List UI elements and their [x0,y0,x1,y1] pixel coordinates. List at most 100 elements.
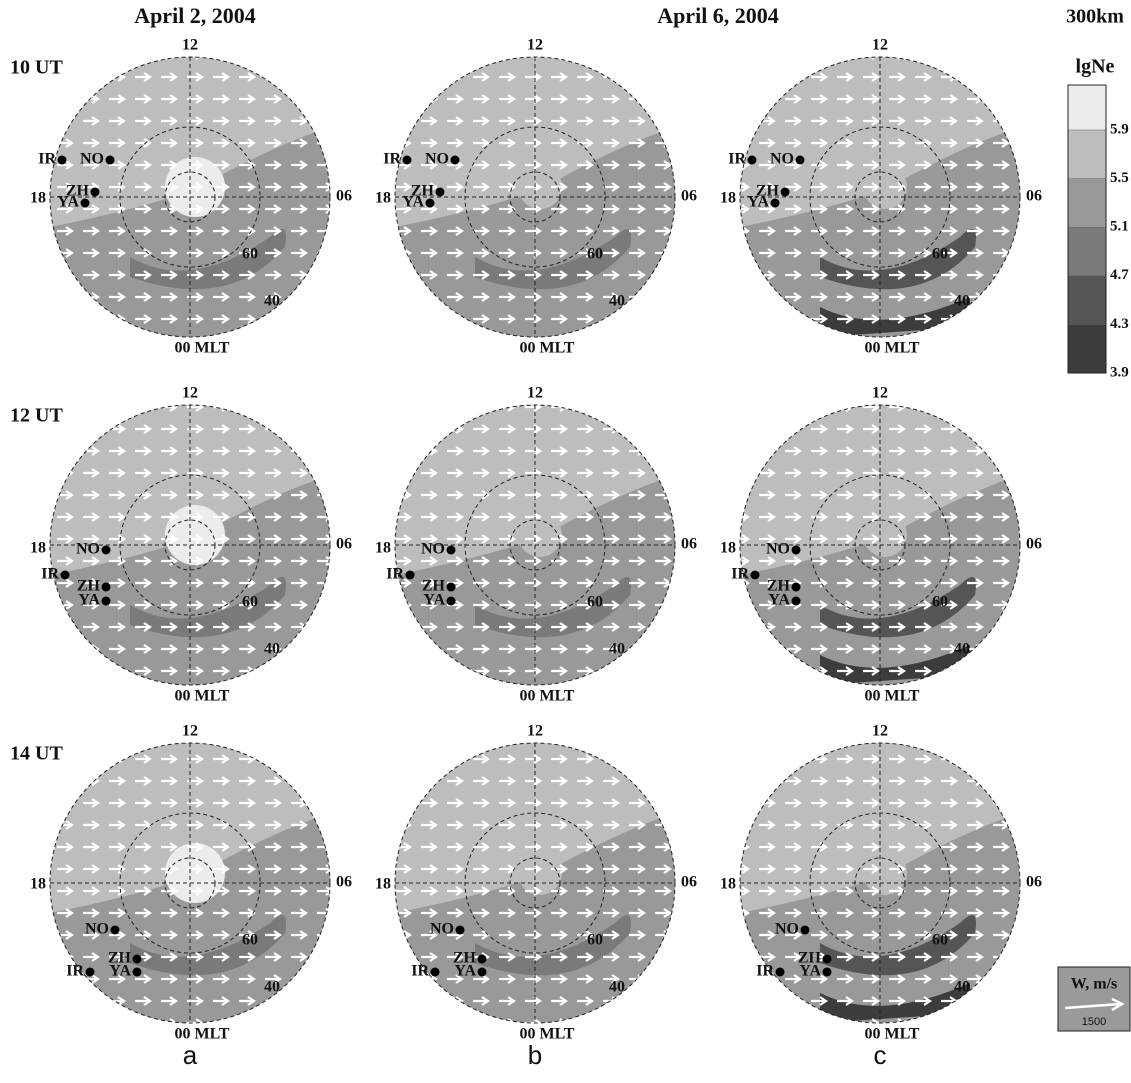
lat-label: 60 [932,594,948,611]
colorbar-tick-label: 5.5 [1110,170,1129,186]
station-dot [91,188,100,197]
lat-label: 40 [954,641,970,658]
station-dot [478,955,487,964]
lat-label: 60 [242,594,258,611]
station-dot [81,199,90,208]
lat-label: 40 [954,293,970,310]
mlt-label: 12 [182,37,198,54]
station-label: IR [728,151,746,168]
mlt-label: 00 MLT [175,340,230,357]
station-dot [823,968,832,977]
station-dot [447,546,456,555]
station-dot [61,571,70,580]
station-dot [406,571,415,580]
station-label: IR [383,151,401,168]
mlt-label: 18 [375,540,391,557]
mlt-label: 12 [527,385,543,402]
mlt-label: 12 [872,385,888,402]
lat-label: 40 [609,293,625,310]
mlt-label: 12 [872,723,888,740]
station-dot [776,968,785,977]
station-label: YA [799,963,821,980]
mlt-label: 12 [182,385,198,402]
station-dot [133,968,142,977]
mlt-label: 00 MLT [865,340,920,357]
mlt-label: 18 [375,190,391,207]
station-label: IR [66,963,84,980]
station-dot [133,955,142,964]
station-dot [792,597,801,606]
station-dot [792,583,801,592]
lat-label: 60 [587,594,603,611]
station-dot [431,968,440,977]
lat-label: 40 [264,979,280,996]
station-label: YA [747,194,769,211]
figure: April 2, 2004 April 6, 2004 300km 10 UT1… [0,0,1131,1078]
station-label: YA [57,194,79,211]
mlt-label: 06 [1026,188,1042,205]
station-label: YA [454,963,476,980]
colorbar-band [1068,130,1106,179]
station-dot [436,188,445,197]
station-label: NO [421,541,445,558]
mlt-label: 06 [336,188,352,205]
colorbar-tick-label: 4.7 [1110,267,1129,283]
station-label: NO [766,541,790,558]
station-label: IR [386,566,404,583]
station-dot [771,199,780,208]
station-dot [102,597,111,606]
station-label: IR [731,566,749,583]
mlt-label: 06 [1026,874,1042,891]
mlt-label: 18 [720,876,736,893]
mlt-label: 06 [336,874,352,891]
colorbar-band [1068,179,1106,228]
station-dot [403,156,412,165]
polar-panel: 12180600 MLT6040IRNOZHYA [375,723,697,1043]
row-label: 14 UT [10,743,63,765]
vector-legend: W, m/s 1500 [1058,967,1130,1031]
mlt-label: 06 [681,536,697,553]
lat-label: 60 [242,932,258,949]
lat-label: 60 [242,246,258,263]
colorbar-band [1068,324,1106,373]
mlt-label: 06 [681,188,697,205]
station-label: NO [770,151,794,168]
station-label: YA [423,592,445,609]
station-label: NO [85,921,109,938]
station-label: IR [411,963,429,980]
station-dot [781,188,790,197]
polar-panel: 12180600 MLT6040IRNOZHYA [720,37,1042,357]
mlt-label: 06 [1026,536,1042,553]
column-letter: a [183,1040,198,1070]
station-dot [102,546,111,555]
colorbar-tick-label: 4.3 [1110,316,1129,332]
lat-label: 40 [264,293,280,310]
mlt-label: 12 [527,723,543,740]
mlt-label: 00 MLT [865,688,920,705]
altitude: 300km [1066,6,1124,28]
row-label: 10 UT [10,57,63,79]
station-dot [751,571,760,580]
station-label: YA [109,963,131,980]
colorbar-tick-label: 5.9 [1110,121,1129,137]
mlt-label: 00 MLT [520,688,575,705]
lat-label: 60 [587,246,603,263]
station-label: NO [430,921,454,938]
station-dot [478,968,487,977]
mlt-label: 00 MLT [175,688,230,705]
mlt-label: 18 [30,876,46,893]
lat-label: 40 [609,641,625,658]
legend-title: W, m/s [1071,976,1118,993]
title: April 2, 2004 [134,3,256,28]
station-label: YA [402,194,424,211]
station-dot [451,156,460,165]
mlt-label: 12 [872,37,888,54]
polar-panel: 12180600 MLT6040IRNOZHYA [30,37,352,357]
colorbar-title: lgNe [1076,56,1115,78]
colorbar-tick-label: 5.1 [1110,219,1129,235]
lat-label: 40 [264,641,280,658]
